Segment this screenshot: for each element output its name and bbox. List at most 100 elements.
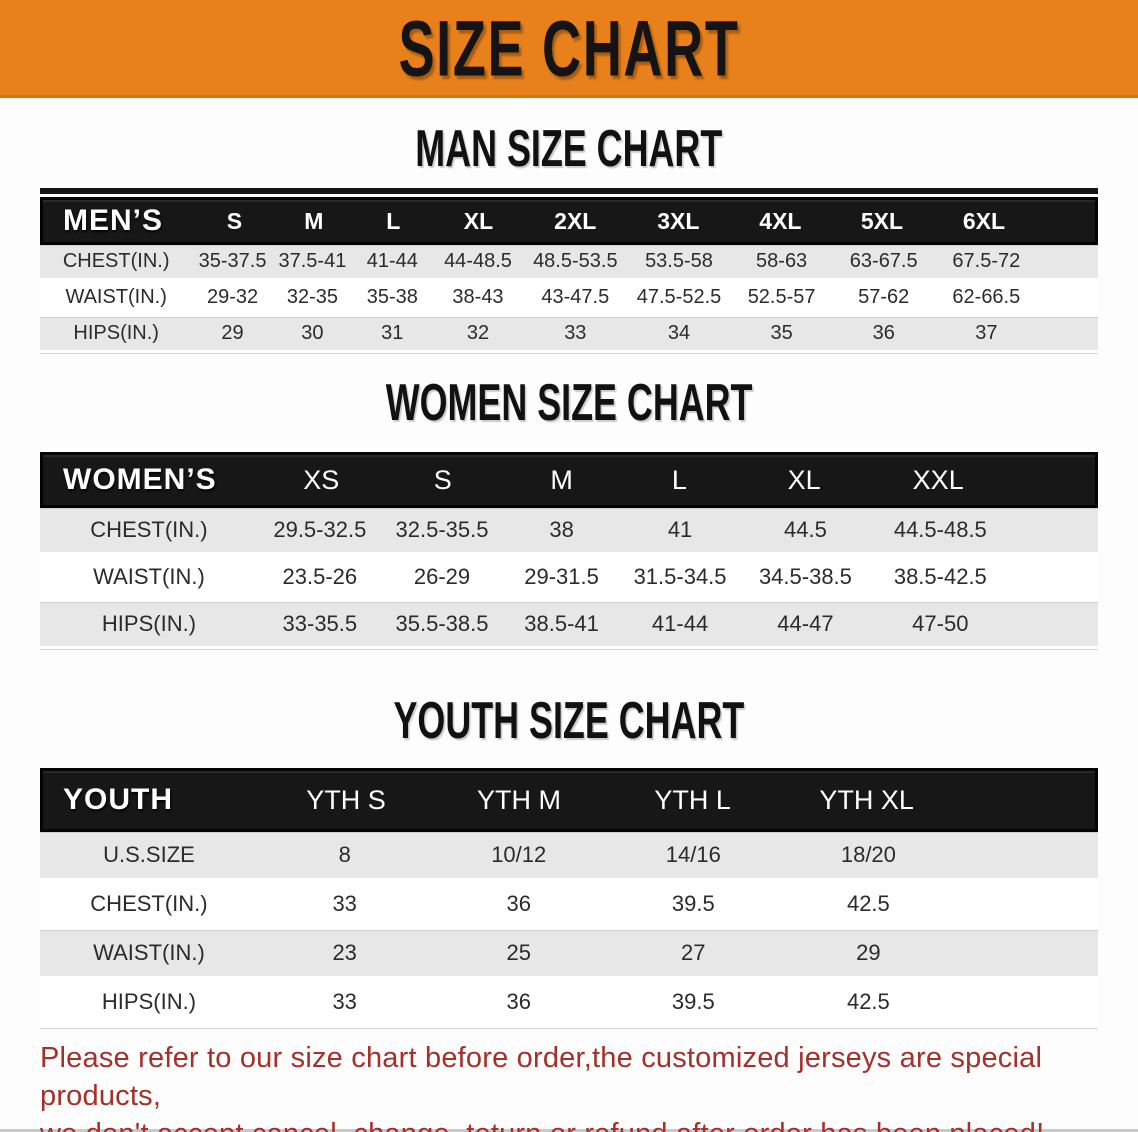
note-line-2: we don't accept cancel, change, teturn o… xyxy=(40,1115,1138,1132)
size-value: 38.5-41 xyxy=(524,611,599,636)
size-value: 32.5-35.5 xyxy=(395,517,489,542)
size-column-header: L xyxy=(671,464,687,495)
size-value: 29-32 xyxy=(206,286,259,308)
size-column-header: YTH S xyxy=(306,784,386,815)
size-value: 42.5 xyxy=(846,891,890,916)
size-value: 36 xyxy=(506,891,531,916)
measure-row-label: WAIST(IN.) xyxy=(65,286,167,308)
size-value: 44-47 xyxy=(777,611,834,636)
size-value: 44-48.5 xyxy=(444,250,512,272)
order-policy-note: Please refer to our size chart before or… xyxy=(40,1039,1138,1132)
table-row: WAIST(IN.) 29-32 32-35 35-38 38-43 43-47.5 47.… xyxy=(40,281,1098,317)
size-value: 35 xyxy=(770,322,793,344)
measure-row-label: U.S.SIZE xyxy=(103,842,195,867)
size-column-header: 4XL xyxy=(759,207,802,234)
size-value: 41-44 xyxy=(366,250,418,272)
size-table-header-row: WOMEN’S XS S M L XL XXL xyxy=(40,452,1098,508)
size-value: 14/16 xyxy=(665,842,721,867)
size-value: 30 xyxy=(301,322,324,344)
measure-row-label: HIPS(IN.) xyxy=(73,322,159,344)
banner-title: SIZE CHART xyxy=(398,3,740,92)
size-value: 42.5 xyxy=(846,989,890,1014)
size-column-header: XL xyxy=(787,464,821,495)
size-value: 33 xyxy=(332,989,357,1014)
size-value: 41-44 xyxy=(651,611,709,636)
size-value: 62-66.5 xyxy=(952,286,1021,308)
womens-size-table: WOMEN’S XS S M L XL XXL CHEST(IN.) 29.5-32.5 32.5… xyxy=(40,452,1098,650)
measure-row-label: HIPS(IN.) xyxy=(101,989,197,1014)
size-value: 29 xyxy=(221,322,244,344)
size-value: 29.5-32.5 xyxy=(273,517,367,542)
mens-size-table: MEN’S S M L XL 2XL 3XL 4XL 5XL 6XL CHEST(IN.) 35-37… xyxy=(40,188,1098,354)
size-value: 67.5-72 xyxy=(952,250,1021,272)
table-row: WAIST(IN.) 23.5-26 26-29 29-31.5 31.5-34.5 34… xyxy=(40,555,1098,602)
size-value: 36 xyxy=(506,989,531,1014)
table-row: HIPS(IN.) 33-35.5 35.5-38.5 38.5-41 41-44 44-… xyxy=(40,602,1098,649)
size-value: 37 xyxy=(975,322,998,344)
size-value: 23 xyxy=(332,940,357,965)
size-value: 18/20 xyxy=(840,842,896,867)
size-column-header: XXL xyxy=(912,464,964,495)
size-value: 35.5-38.5 xyxy=(395,611,489,636)
size-value: 63-67.5 xyxy=(849,250,918,272)
size-value: 48.5-53.5 xyxy=(533,250,618,272)
size-column-header: 3XL xyxy=(657,207,700,234)
table-row: HIPS(IN.) 29 30 31 32 33 34 35 36 37 xyxy=(40,317,1098,353)
size-value: 36 xyxy=(872,322,895,344)
size-value: 29-31.5 xyxy=(524,564,599,589)
table-group-label: MEN’S xyxy=(63,204,164,237)
measure-row-label: CHEST(IN.) xyxy=(90,891,208,916)
size-chart-banner: SIZE CHART xyxy=(0,0,1138,98)
table-group-label: WOMEN’S xyxy=(63,463,217,496)
size-value: 35-38 xyxy=(366,286,418,308)
size-value: 38 xyxy=(549,517,574,542)
size-value: 44.5-48.5 xyxy=(893,517,987,542)
men-section-heading-text: MAN SIZE CHART xyxy=(415,118,723,178)
size-table-header-row: YOUTH YTH S YTH M YTH L YTH XL xyxy=(40,768,1098,832)
table-row: CHEST(IN.) 33 36 39.5 42.5 xyxy=(40,881,1098,930)
size-table-header-row: MEN’S S M L XL 2XL 3XL 4XL 5XL 6XL xyxy=(40,197,1098,245)
size-value: 38.5-42.5 xyxy=(893,564,987,589)
size-column-header: YTH M xyxy=(477,784,561,815)
table-row: WAIST(IN.) 23 25 27 29 xyxy=(40,930,1098,979)
table-row: HIPS(IN.) 33 36 39.5 42.5 xyxy=(40,979,1098,1028)
size-value: 34.5-38.5 xyxy=(758,564,852,589)
size-column-header: 6XL xyxy=(962,207,1006,234)
measure-row-label: CHEST(IN.) xyxy=(90,517,208,542)
measure-row-label: WAIST(IN.) xyxy=(93,564,205,589)
size-value: 39.5 xyxy=(671,989,715,1014)
measure-row-label: HIPS(IN.) xyxy=(101,611,197,636)
size-value: 25 xyxy=(506,940,531,965)
size-value: 33 xyxy=(564,322,587,344)
size-column-header: XS xyxy=(303,464,340,495)
size-value: 58-63 xyxy=(756,250,808,272)
size-value: 34 xyxy=(667,322,691,344)
size-value: 27 xyxy=(681,940,706,965)
size-value: 10/12 xyxy=(491,842,547,867)
size-value: 35-37.5 xyxy=(198,250,267,272)
size-column-header: L xyxy=(386,207,401,234)
men-section-heading: MAN SIZE CHART xyxy=(0,118,1138,178)
size-value: 32-35 xyxy=(286,286,338,308)
measure-row-label: CHEST(IN.) xyxy=(62,250,170,272)
size-value: 33-35.5 xyxy=(282,611,358,636)
women-section-heading-text: WOMEN SIZE CHART xyxy=(385,372,753,432)
size-value: 38-43 xyxy=(452,286,504,308)
table-group-label: YOUTH xyxy=(63,783,173,816)
youth-size-table: YOUTH YTH S YTH M YTH L YTH XL U.S.SIZE 8 10/12… xyxy=(40,768,1098,1029)
size-value: 44.5 xyxy=(784,517,827,542)
size-value: 31.5-34.5 xyxy=(633,564,727,589)
size-value: 33 xyxy=(332,891,357,916)
size-value: 37.5-41 xyxy=(278,250,347,272)
size-column-header: M xyxy=(550,464,573,495)
size-column-header: XL xyxy=(463,207,494,234)
size-value: 31 xyxy=(381,322,404,344)
size-value: 43-47.5 xyxy=(541,286,610,308)
youth-section-heading: YOUTH SIZE CHART xyxy=(0,690,1138,750)
note-line-1: Please refer to our size chart before or… xyxy=(40,1042,1043,1112)
size-column-header: S xyxy=(226,207,243,234)
size-value: 39.5 xyxy=(671,891,715,916)
size-value: 8 xyxy=(338,842,351,867)
size-value: 53.5-58 xyxy=(645,250,713,272)
youth-section-heading-text: YOUTH SIZE CHART xyxy=(393,690,745,750)
